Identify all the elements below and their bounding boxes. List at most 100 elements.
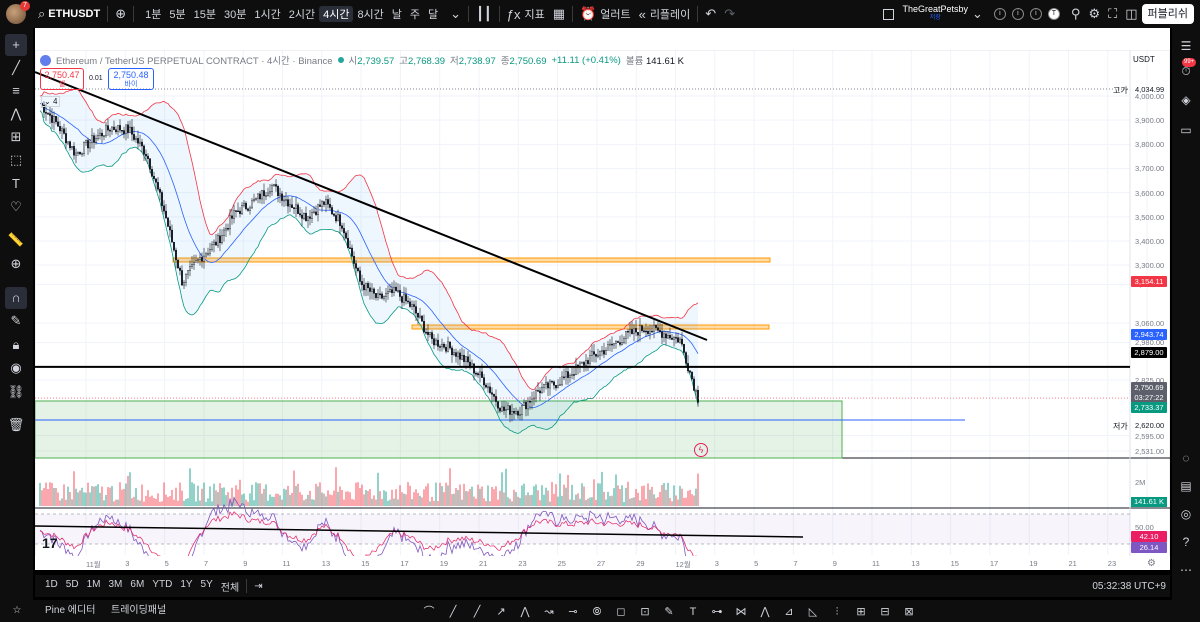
- drawing-shortcut-icon[interactable]: ⊠: [904, 606, 914, 618]
- settings-button[interactable]: ⚙: [1084, 0, 1104, 28]
- drawing-shortcut-icon[interactable]: ⫶: [835, 606, 839, 618]
- range-button[interactable]: 전체: [220, 582, 240, 594]
- magnet-tool[interactable]: ∩: [5, 287, 27, 309]
- timeframe-button[interactable]: 2시간: [288, 9, 316, 21]
- crosshair-tool[interactable]: +: [5, 34, 27, 56]
- ideas-button[interactable]: ◌: [1176, 448, 1196, 468]
- drawing-shortcut-icon[interactable]: ⌒: [423, 606, 435, 618]
- price-chart[interactable]: [35, 50, 1170, 570]
- fullscreen-button[interactable]: ⛶: [1104, 0, 1121, 28]
- link-tool[interactable]: ⛓: [5, 381, 27, 403]
- timeframe-button[interactable]: 30분: [224, 9, 247, 21]
- layout-name-button[interactable]: TheGreatPetsby 저장 ⌄: [879, 0, 986, 28]
- drawing-shortcut-icon[interactable]: ╱: [449, 606, 457, 618]
- fib-tool[interactable]: ≡: [5, 80, 27, 102]
- range-button[interactable]: 1D: [45, 578, 58, 590]
- indicator-collapse-toggle[interactable]: ⌄ 4: [41, 96, 61, 107]
- drawing-shortcut-icon[interactable]: T: [689, 606, 697, 618]
- sell-button[interactable]: 2,750.47 셀: [40, 68, 84, 90]
- mini-badge[interactable]: i: [1029, 8, 1042, 20]
- broadcast-button[interactable]: ◎: [1176, 504, 1196, 524]
- tab-pine-editor[interactable]: Pine 에디터: [45, 605, 96, 616]
- event-lightning-icon[interactable]: ϟ: [694, 443, 708, 457]
- alerts-panel-button[interactable]: ⏱ 99+: [1176, 58, 1197, 81]
- drawing-shortcut-icon[interactable]: ⋈: [735, 606, 747, 618]
- layouts-button[interactable]: ▦: [549, 0, 569, 28]
- tradingview-logo[interactable]: 17: [42, 535, 58, 551]
- buy-button[interactable]: 2,750.48 바이: [108, 68, 154, 90]
- drawing-shortcut-icon[interactable]: ⊿: [784, 606, 794, 618]
- text-tool[interactable]: T: [5, 173, 27, 195]
- range-button[interactable]: 3M: [108, 578, 123, 590]
- drawing-shortcut-icon[interactable]: ✎: [664, 606, 674, 618]
- replay-button[interactable]: «리플레이: [635, 0, 695, 28]
- indicators-button[interactable]: ƒx 지표: [503, 0, 549, 28]
- timeframe-button[interactable]: 1시간: [254, 9, 281, 21]
- undo-button[interactable]: ↶: [701, 0, 720, 28]
- range-button[interactable]: 1M: [86, 578, 101, 590]
- layers-button[interactable]: ◈: [1176, 90, 1196, 110]
- trendline-tool[interactable]: ╱: [5, 57, 27, 79]
- help-button[interactable]: ?: [1176, 532, 1196, 552]
- drawing-shortcut-icon[interactable]: ⋀: [760, 606, 770, 618]
- scale-settings-icon[interactable]: ⚙: [1147, 558, 1156, 569]
- pattern-tool[interactable]: ⋀: [5, 103, 27, 125]
- favorites-tool[interactable]: ♡: [5, 196, 27, 218]
- drawing-shortcut-icon[interactable]: ⊡: [640, 606, 650, 618]
- lock-tool[interactable]: 🔒︎: [5, 334, 27, 356]
- drawing-shortcut-icon[interactable]: ◺: [808, 606, 818, 618]
- chat-button[interactable]: ▭: [1176, 120, 1196, 140]
- mini-badge[interactable]: T: [1047, 8, 1060, 20]
- measure-tool[interactable]: 📏: [5, 229, 27, 251]
- drawing-shortcut-icon[interactable]: ↗: [496, 606, 506, 618]
- quick-search-button[interactable]: ⚲: [1067, 0, 1085, 28]
- timeframe-button[interactable]: 1분: [145, 9, 162, 21]
- clock-readout[interactable]: 05:32:38 UTC+9: [1092, 580, 1166, 592]
- drawing-shortcut-icon[interactable]: ⦾: [592, 606, 602, 618]
- timeframe-button[interactable]: 달: [428, 9, 439, 21]
- drawing-shortcut-icon[interactable]: ↝: [544, 606, 554, 618]
- watchlist-button[interactable]: ☰: [1176, 36, 1196, 56]
- zoom-tool[interactable]: ⊕: [5, 253, 27, 275]
- go-to-date-icon[interactable]: ⇥: [254, 580, 263, 592]
- snapshot-button[interactable]: ◫: [1121, 0, 1141, 28]
- drawing-shortcut-icon[interactable]: ⊞: [856, 606, 866, 618]
- star-button[interactable]: ☆: [6, 600, 28, 622]
- alert-button[interactable]: ⏰ 얼러트: [576, 0, 635, 28]
- timeframe-button[interactable]: 8시간: [357, 9, 384, 21]
- drawing-shortcut-icon[interactable]: ⊶: [711, 606, 723, 618]
- delete-tool[interactable]: 🗑︎: [5, 414, 27, 436]
- drawing-shortcut-icon[interactable]: ⋀: [520, 606, 530, 618]
- mini-badge[interactable]: i: [1011, 8, 1024, 20]
- timeframe-button[interactable]: 날: [391, 9, 402, 21]
- tab-trading-panel[interactable]: 트레이딩패널: [111, 605, 167, 616]
- hide-tool[interactable]: ◉: [5, 357, 27, 379]
- draw-mode-tool[interactable]: ✎: [5, 310, 27, 332]
- compare-button[interactable]: ⊕: [111, 0, 130, 28]
- timeframe-button[interactable]: 주: [409, 9, 421, 21]
- drawing-shortcut-icon[interactable]: ╱: [473, 606, 481, 618]
- timeframe-button[interactable]: 5분: [169, 9, 186, 21]
- drawing-shortcut-icon[interactable]: ◻: [616, 606, 626, 618]
- timeframe-dropdown[interactable]: ⌄: [446, 0, 465, 28]
- range-button[interactable]: YTD: [152, 578, 173, 590]
- chart-canvas[interactable]: [35, 50, 1170, 570]
- redo-button[interactable]: ↷: [720, 0, 739, 28]
- timeframe-button[interactable]: 4시간: [319, 6, 354, 22]
- symbol-search-button[interactable]: ⌕ ETHUSDT: [34, 0, 104, 28]
- range-button[interactable]: 1Y: [180, 578, 193, 590]
- more-apps-button[interactable]: ⋯: [1176, 560, 1196, 580]
- drawing-shortcut-icon[interactable]: ⊸: [568, 606, 578, 618]
- range-button[interactable]: 5D: [65, 578, 79, 590]
- range-button[interactable]: 6M: [130, 578, 145, 590]
- calendar-button[interactable]: ▤: [1176, 476, 1196, 496]
- mini-badge[interactable]: i: [993, 8, 1006, 20]
- drawing-shortcut-icon[interactable]: ⊟: [880, 606, 890, 618]
- projection-tool[interactable]: ⊞: [5, 126, 27, 148]
- shape-tool[interactable]: ⬚: [5, 149, 27, 171]
- time-axis[interactable]: [35, 556, 1170, 570]
- publish-button[interactable]: 퍼블리쉬: [1141, 4, 1194, 24]
- chart-type-button[interactable]: ┃┃: [472, 0, 496, 28]
- user-avatar[interactable]: 7: [6, 1, 30, 24]
- currency-selector[interactable]: USDT: [1133, 55, 1155, 64]
